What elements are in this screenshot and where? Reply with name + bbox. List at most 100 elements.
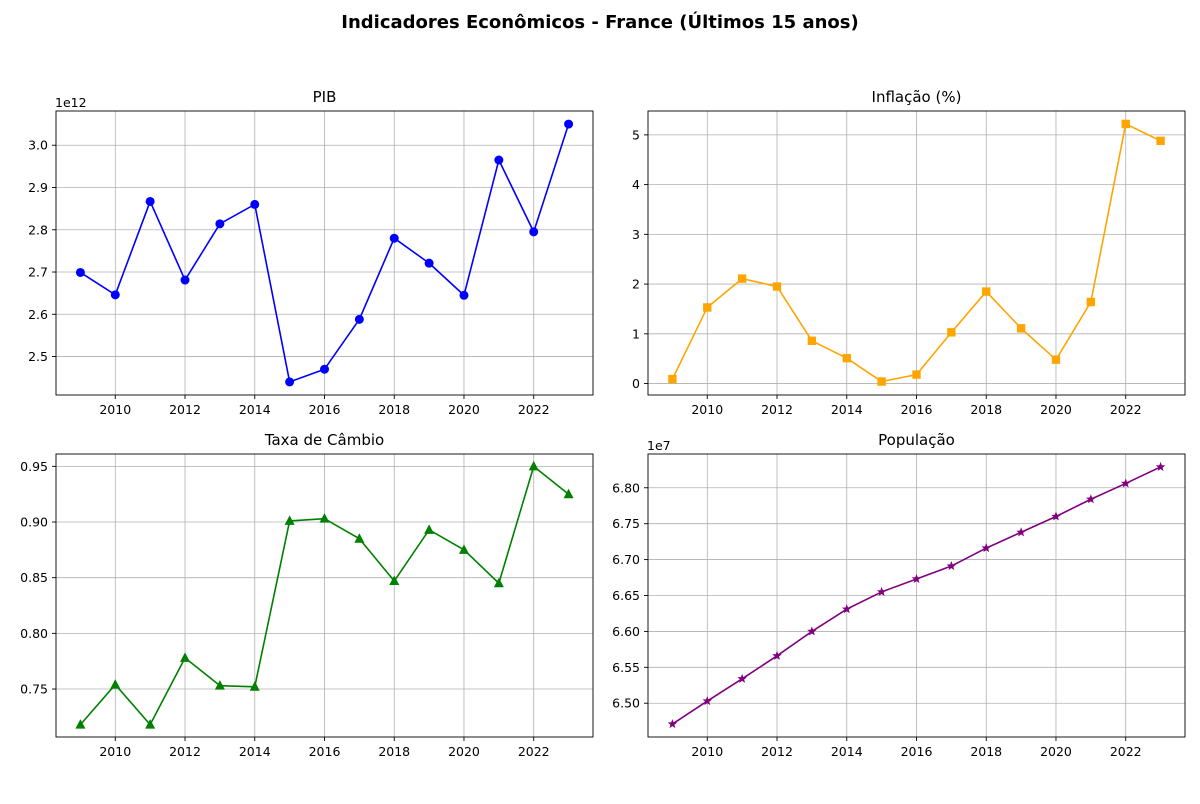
y-tick-label: 0.90 bbox=[20, 515, 48, 530]
y-tick-label: 6.55 bbox=[612, 660, 640, 675]
y-tick-label: 0.95 bbox=[20, 459, 48, 474]
y-tick-label: 3.0 bbox=[28, 138, 48, 153]
data-point bbox=[354, 533, 365, 543]
data-point bbox=[1121, 119, 1130, 129]
data-point bbox=[912, 370, 921, 379]
axis-offset-label: 1e12 bbox=[55, 95, 87, 110]
data-point bbox=[1156, 136, 1165, 146]
x-tick-label: 2012 bbox=[761, 402, 793, 417]
subplot-title: População bbox=[878, 431, 955, 449]
subplot-inflacao: 2010 2012 2014 2016 2018 2020 2022 0 1 2 3 4 5 Inflaç… bbox=[632, 88, 1186, 417]
data-point bbox=[563, 488, 574, 499]
data-point bbox=[249, 681, 260, 691]
x-tick-label: 2020 bbox=[1040, 744, 1072, 759]
data-point bbox=[493, 577, 504, 588]
data-point bbox=[877, 377, 886, 386]
x-tick-label: 2018 bbox=[970, 402, 1002, 417]
x-tick-label: 2016 bbox=[309, 744, 341, 759]
data-point bbox=[703, 303, 712, 312]
data-point bbox=[1051, 511, 1061, 521]
data-point bbox=[667, 719, 678, 729]
x-tick-label: 2020 bbox=[1040, 402, 1072, 417]
x-tick-label: 2014 bbox=[239, 402, 271, 417]
data-point bbox=[1016, 527, 1026, 537]
x-tick-label: 2022 bbox=[1110, 744, 1142, 759]
data-point bbox=[389, 575, 400, 586]
y-tick-label: 6.50 bbox=[612, 696, 640, 711]
data-point bbox=[1016, 324, 1026, 333]
data-point bbox=[494, 155, 504, 165]
data-point bbox=[215, 219, 225, 229]
x-tick-label: 2018 bbox=[378, 402, 410, 417]
data-point bbox=[389, 233, 399, 243]
y-tick-label: 4 bbox=[632, 177, 640, 192]
data-point bbox=[528, 460, 539, 471]
data-point bbox=[772, 650, 782, 660]
x-tick-label: 2022 bbox=[518, 744, 550, 759]
y-tick-label: 6.70 bbox=[612, 552, 640, 567]
axis-offset-label: 1e7 bbox=[647, 438, 671, 453]
x-tick-label: 2010 bbox=[691, 744, 723, 759]
data-point bbox=[354, 314, 364, 324]
data-point bbox=[807, 336, 817, 345]
data-point bbox=[285, 377, 295, 387]
x-tick-label: 2014 bbox=[831, 744, 863, 759]
data-point bbox=[284, 515, 295, 525]
data-point bbox=[911, 573, 922, 584]
y-tick-label: 0.75 bbox=[20, 682, 48, 697]
data-point bbox=[110, 679, 121, 689]
data-point bbox=[842, 604, 852, 614]
x-tick-label: 2016 bbox=[309, 402, 341, 417]
x-tick-label: 2020 bbox=[448, 402, 480, 417]
data-point bbox=[947, 328, 956, 337]
data-point bbox=[876, 586, 887, 596]
data-point bbox=[946, 561, 957, 571]
x-tick-label: 2012 bbox=[169, 744, 201, 759]
subplot-title: Taxa de Câmbio bbox=[264, 431, 384, 449]
y-tick-label: 0 bbox=[632, 376, 640, 391]
y-tick-label: 3 bbox=[632, 227, 640, 242]
data-point bbox=[737, 673, 747, 683]
y-tick-label: 2.6 bbox=[28, 307, 48, 322]
y-tick-label: 2.8 bbox=[28, 222, 48, 237]
data-point bbox=[180, 275, 190, 285]
data-point bbox=[180, 652, 191, 662]
data-point bbox=[145, 719, 156, 729]
data-point bbox=[737, 274, 747, 283]
data-point bbox=[214, 680, 225, 690]
y-tick-label: 2.7 bbox=[28, 265, 48, 280]
x-tick-label: 2012 bbox=[169, 402, 201, 417]
y-tick-label: 2 bbox=[632, 277, 640, 292]
y-tick-label: 0.80 bbox=[20, 626, 48, 641]
data-point bbox=[564, 119, 574, 129]
subplot-taxa-de-cambio: 2010 2012 2014 2016 2018 2020 2022 0.75 0.80 0.85… bbox=[20, 431, 594, 759]
data-point bbox=[75, 267, 85, 277]
x-tick-label: 2020 bbox=[448, 744, 480, 759]
data-point bbox=[424, 524, 435, 534]
data-point bbox=[529, 227, 539, 237]
data-point bbox=[1086, 494, 1096, 504]
data-point bbox=[1120, 478, 1131, 488]
data-point bbox=[320, 364, 329, 374]
x-tick-label: 2014 bbox=[239, 744, 271, 759]
data-point bbox=[458, 544, 469, 554]
x-tick-label: 2018 bbox=[970, 744, 1002, 759]
y-tick-label: 2.9 bbox=[28, 180, 48, 195]
data-point bbox=[145, 196, 155, 206]
data-point bbox=[1086, 297, 1096, 307]
x-tick-label: 2016 bbox=[901, 744, 933, 759]
data-point bbox=[807, 626, 817, 636]
data-point bbox=[772, 282, 782, 291]
x-tick-label: 2014 bbox=[831, 402, 863, 417]
x-tick-label: 2022 bbox=[1110, 402, 1142, 417]
subplot-title: Inflação (%) bbox=[872, 88, 962, 106]
x-tick-label: 2012 bbox=[761, 744, 793, 759]
y-tick-label: 6.65 bbox=[612, 588, 640, 603]
data-point bbox=[110, 290, 120, 300]
x-tick-label: 2022 bbox=[518, 402, 550, 417]
y-tick-label: 6.75 bbox=[612, 516, 640, 531]
y-tick-label: 1 bbox=[632, 326, 640, 341]
data-point bbox=[459, 290, 469, 300]
